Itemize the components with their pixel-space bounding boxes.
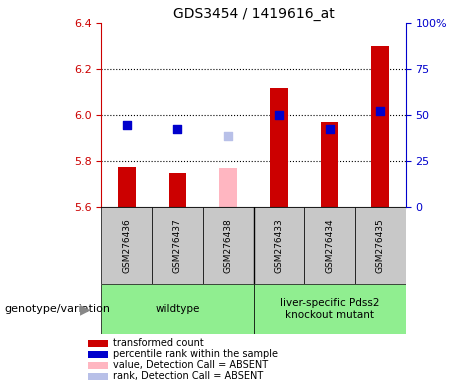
Text: GSM276435: GSM276435 (376, 218, 385, 273)
Text: GSM276433: GSM276433 (274, 218, 284, 273)
Point (275, 112, 283, 118)
Bar (355, 207, 406, 284)
Text: ▶: ▶ (80, 302, 91, 316)
Title: GDS3454 / 1419616_at: GDS3454 / 1419616_at (173, 7, 334, 21)
Bar (254, 284, 406, 334)
Bar (321, 122, 338, 207)
Text: rank, Detection Call = ABSENT: rank, Detection Call = ABSENT (113, 371, 263, 381)
Text: wildtype: wildtype (155, 304, 200, 314)
Bar (219, 168, 237, 207)
Bar (152, 207, 203, 284)
Text: liver-specific Pdss2
knockout mutant: liver-specific Pdss2 knockout mutant (280, 298, 379, 320)
Bar (88, 372, 108, 379)
Bar (88, 362, 108, 369)
Text: GSM276436: GSM276436 (122, 218, 131, 273)
Bar (270, 88, 288, 207)
Text: value, Detection Call = ABSENT: value, Detection Call = ABSENT (113, 360, 268, 370)
Point (377, 108, 384, 114)
Point (174, 126, 181, 132)
Point (225, 133, 232, 139)
Text: GSM276434: GSM276434 (325, 218, 334, 273)
Point (123, 122, 130, 128)
Bar (101, 284, 254, 334)
Bar (372, 46, 389, 207)
Bar (88, 351, 108, 358)
Point (326, 126, 333, 132)
Bar (88, 339, 108, 346)
Text: percentile rank within the sample: percentile rank within the sample (113, 349, 278, 359)
Bar (101, 207, 152, 284)
Bar (203, 207, 254, 284)
Bar (304, 207, 355, 284)
Text: GSM276438: GSM276438 (224, 218, 233, 273)
Bar (118, 167, 136, 207)
Text: transformed count: transformed count (113, 338, 204, 348)
Bar (169, 173, 186, 207)
Text: genotype/variation: genotype/variation (5, 304, 111, 314)
Text: GSM276437: GSM276437 (173, 218, 182, 273)
Bar (254, 207, 304, 284)
